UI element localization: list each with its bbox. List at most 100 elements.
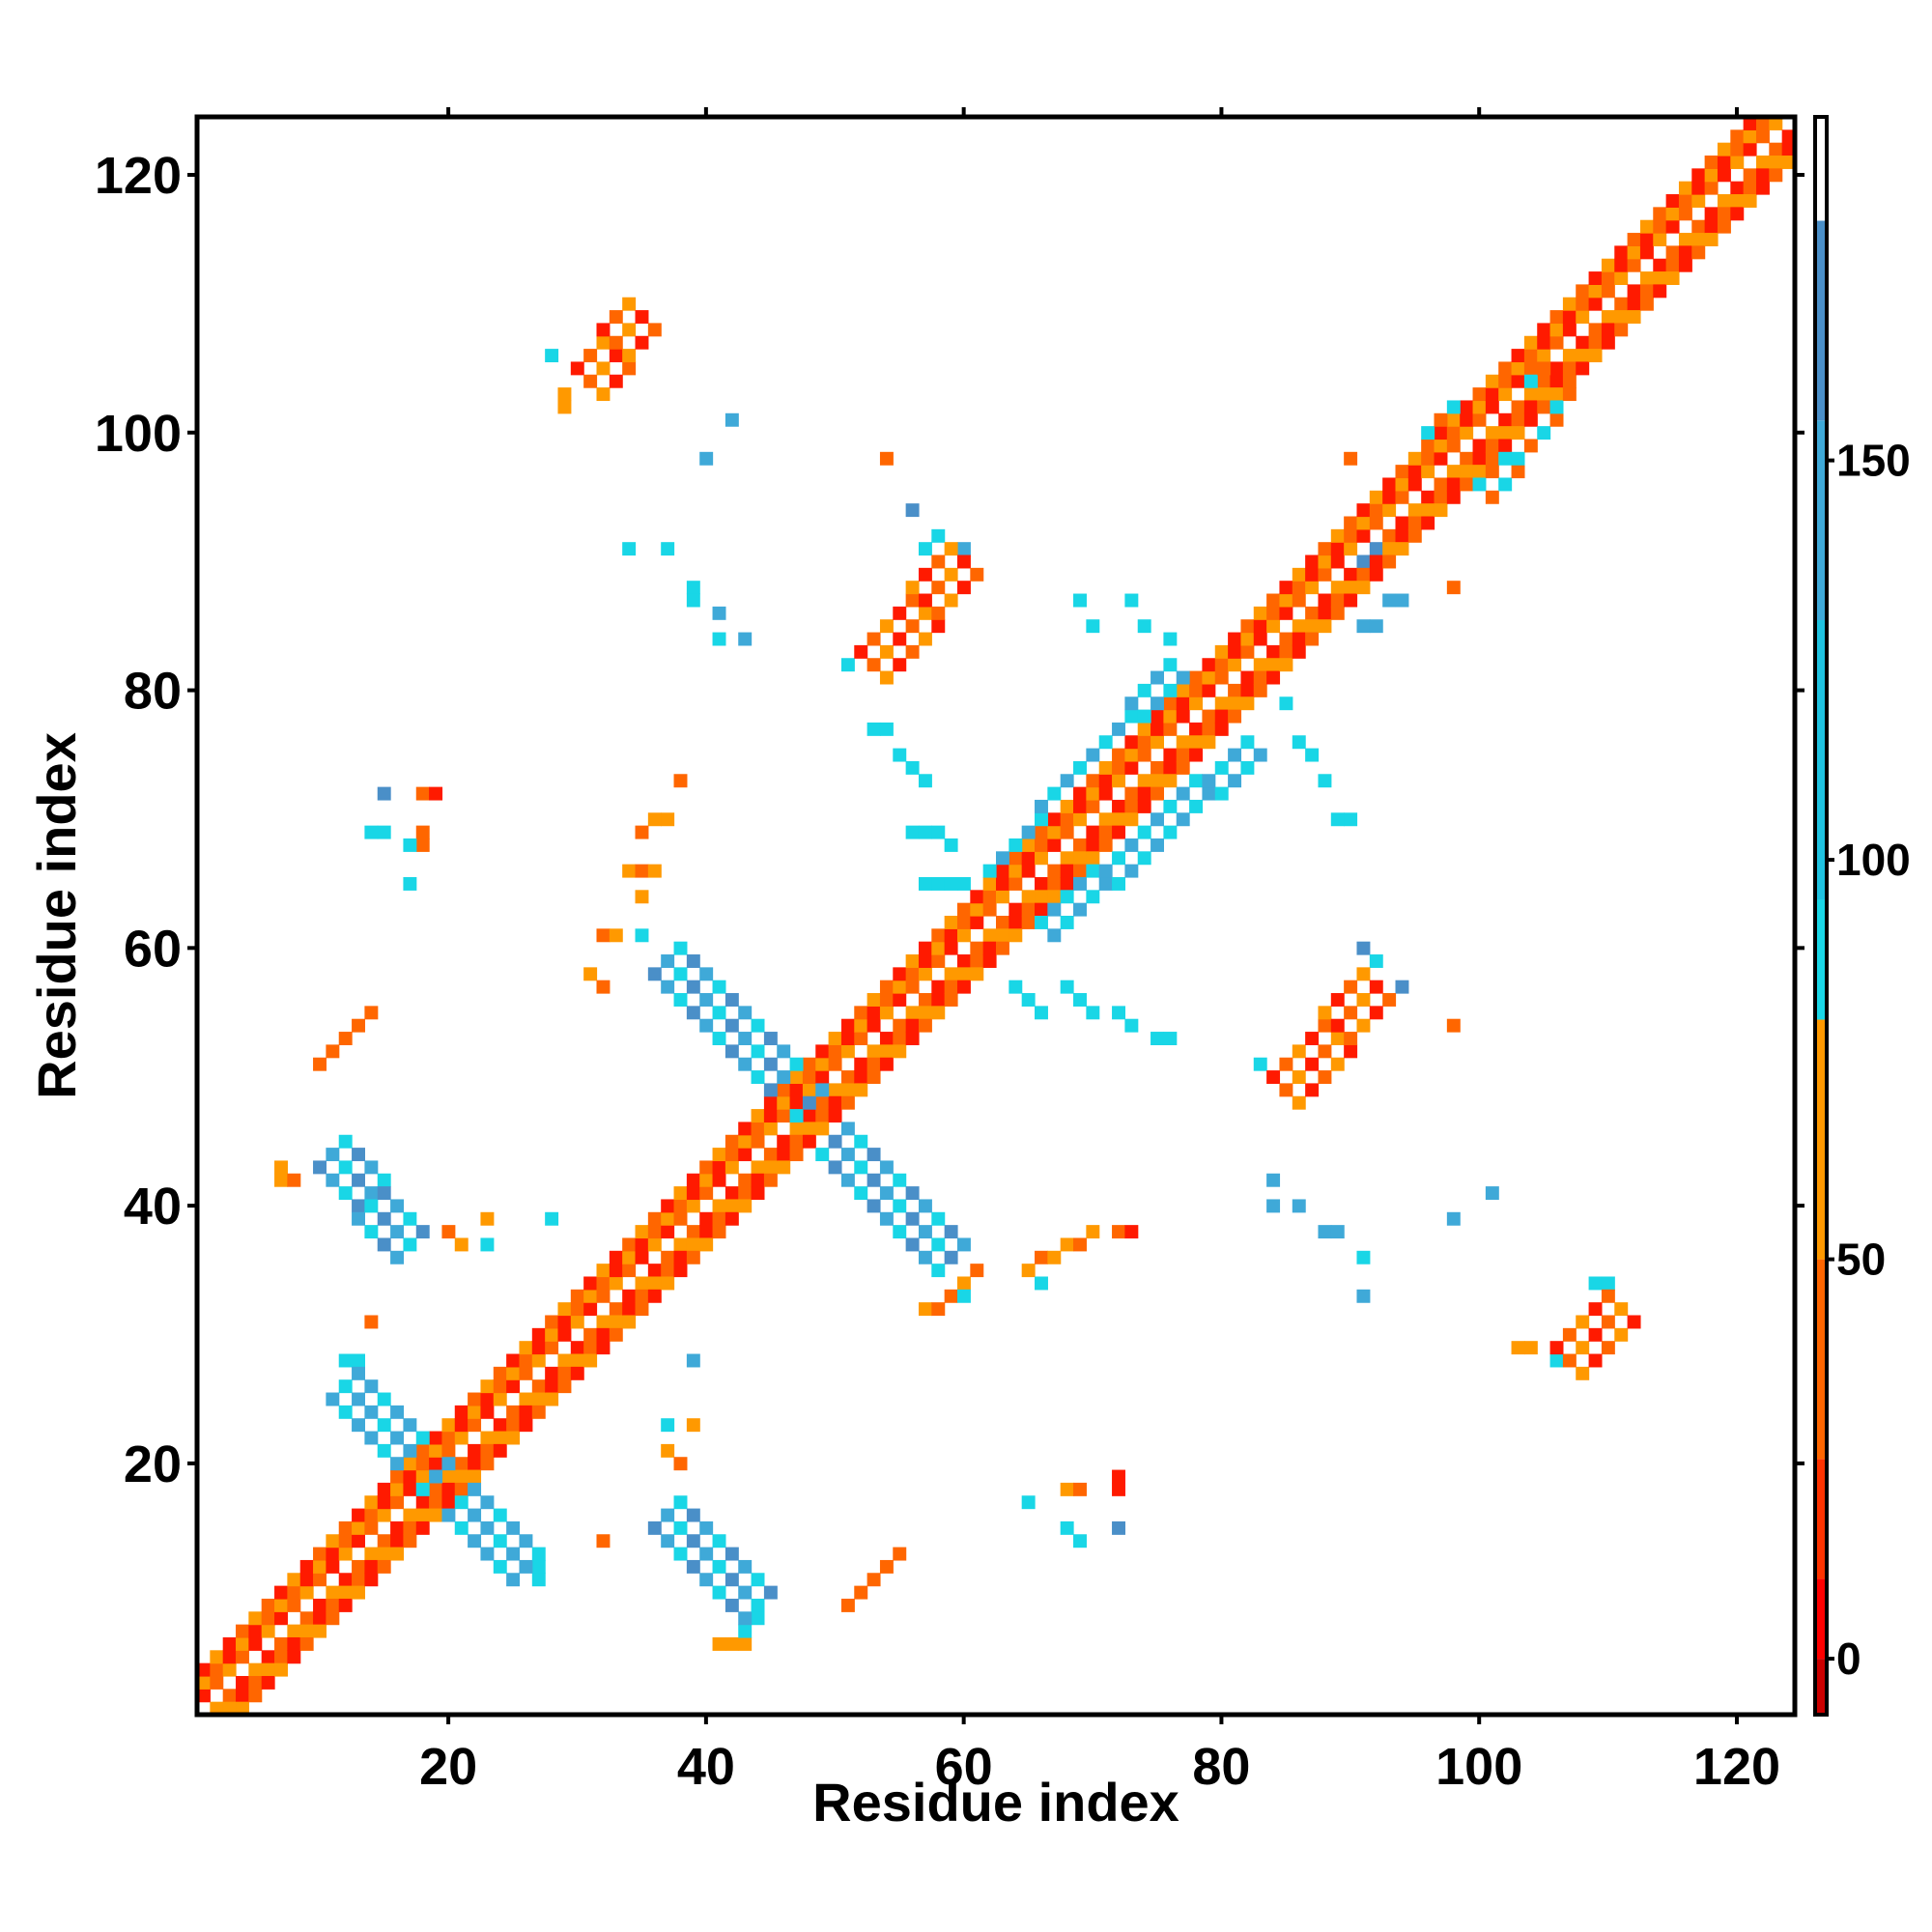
- contact-cell: [854, 1083, 868, 1097]
- contact-cell: [686, 1250, 700, 1264]
- contact-cell: [364, 1379, 379, 1394]
- contact-cell: [545, 1341, 559, 1355]
- contact-cell: [1472, 465, 1487, 479]
- contact-cell: [1292, 567, 1306, 582]
- contact-cell: [1163, 825, 1178, 839]
- contact-cell: [1214, 722, 1229, 736]
- contact-cell: [789, 1134, 804, 1149]
- contact-cell: [647, 323, 662, 337]
- contact-cell: [313, 1160, 327, 1175]
- contact-cell: [1639, 297, 1654, 311]
- contact-cell: [1035, 851, 1048, 866]
- contact-cell: [1395, 980, 1409, 994]
- contact-cell: [583, 1302, 598, 1317]
- contact-cell: [519, 1418, 533, 1433]
- contact-cell: [493, 1443, 507, 1458]
- contact-cell: [1214, 696, 1229, 711]
- contact-cell: [944, 1289, 958, 1303]
- contact-cell: [1151, 760, 1164, 775]
- contact-cell: [570, 1341, 584, 1355]
- contact-cell: [1151, 774, 1164, 788]
- contact-cell: [1086, 890, 1100, 904]
- contact-cell: [583, 967, 598, 981]
- contact-cell: [352, 1573, 365, 1587]
- contact-cell: [1009, 851, 1023, 866]
- contact-cell: [352, 1366, 365, 1380]
- contact-cell: [1240, 683, 1255, 697]
- contact-cell: [506, 1353, 521, 1368]
- contact-cell: [403, 1237, 417, 1252]
- contact-cell: [1292, 1199, 1306, 1213]
- contact-cell: [635, 890, 649, 904]
- contact-cell: [557, 400, 572, 414]
- contact-cell: [1112, 1469, 1125, 1484]
- colorbar: 0 50 100 150: [1813, 115, 1911, 1717]
- contact-cell: [1614, 297, 1629, 311]
- contact-cell: [1073, 838, 1087, 852]
- contact-cell: [1292, 644, 1306, 659]
- contact-cell: [1189, 670, 1204, 685]
- contact-cell: [287, 1624, 301, 1638]
- contact-cell: [867, 1173, 881, 1187]
- contact-cell: [390, 1520, 405, 1535]
- contact-cell: [712, 1211, 726, 1226]
- contact-cell: [1434, 477, 1448, 492]
- contact-cell: [996, 928, 1009, 943]
- y-tick-label: 20: [124, 1435, 182, 1493]
- contact-cell: [1202, 683, 1216, 697]
- contact-cell: [1098, 760, 1113, 775]
- contact-cell: [724, 1134, 739, 1149]
- contact-cell: [1279, 658, 1293, 672]
- contact-cell: [1318, 619, 1332, 634]
- contact-cell: [236, 1675, 249, 1690]
- contact-cell: [493, 1366, 507, 1380]
- contact-cell: [840, 1148, 855, 1162]
- contact-cell: [468, 1457, 482, 1471]
- contact-cell: [802, 1095, 816, 1110]
- contact-cell: [661, 1264, 675, 1278]
- contact-cell: [1021, 825, 1036, 839]
- contact-cell: [1472, 400, 1487, 414]
- contact-cell: [1060, 1482, 1074, 1496]
- contact-cell: [1769, 142, 1783, 156]
- contact-cell: [789, 1095, 804, 1110]
- contact-cell: [905, 503, 920, 518]
- contact-cell: [686, 1237, 700, 1252]
- contact-cell: [828, 1160, 842, 1175]
- contact-cell: [1214, 760, 1229, 775]
- contact-cell: [673, 1457, 688, 1471]
- contact-cell: [480, 1457, 495, 1471]
- contact-cell: [686, 1559, 700, 1574]
- contact-cell: [313, 1611, 327, 1626]
- colorbar-band: [1815, 1019, 1827, 1260]
- contact-cell: [840, 1083, 855, 1097]
- contact-cell: [1781, 129, 1796, 144]
- contact-cell: [867, 1148, 881, 1162]
- contact-cell: [1549, 412, 1564, 427]
- contact-cell: [1485, 490, 1499, 504]
- contact-cell: [854, 1186, 868, 1201]
- contact-cell: [261, 1675, 275, 1690]
- contact-cell: [1523, 361, 1538, 376]
- contact-cell: [1253, 670, 1267, 685]
- contact-cell: [622, 1237, 637, 1252]
- contact-cell: [287, 1598, 301, 1612]
- contact-cell: [738, 1148, 753, 1162]
- contact-cell: [1434, 426, 1448, 440]
- contact-cell: [531, 1341, 546, 1355]
- contact-cell: [609, 349, 623, 363]
- contact-cell: [1369, 980, 1383, 994]
- contact-cell: [840, 1095, 855, 1110]
- contact-cell: [1678, 194, 1692, 208]
- contact-cell: [1047, 786, 1062, 801]
- contact-cell: [377, 1418, 391, 1433]
- contact-cell: [1151, 722, 1164, 736]
- contact-cell: [454, 1482, 469, 1496]
- contact-cell: [1318, 593, 1332, 608]
- contact-cell: [1407, 516, 1422, 530]
- contact-cell: [699, 1237, 714, 1252]
- contact-cell: [287, 1650, 301, 1664]
- contact-cell: [635, 1302, 649, 1317]
- contact-cell: [583, 1289, 598, 1303]
- contact-cell: [1498, 361, 1513, 376]
